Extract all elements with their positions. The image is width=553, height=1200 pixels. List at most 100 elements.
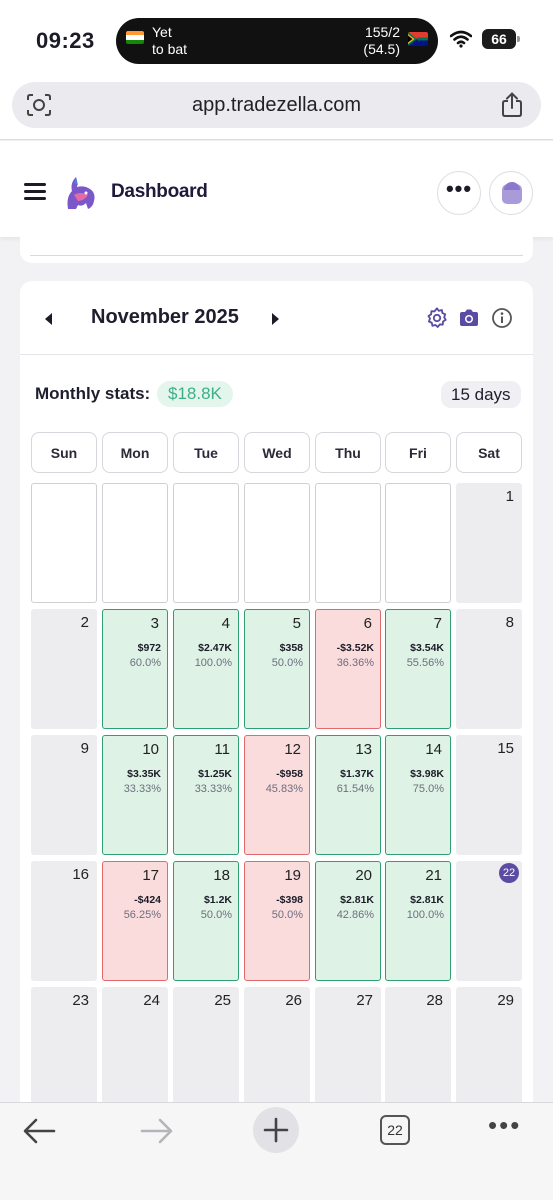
app-header: Dashboard ••• [0, 141, 553, 237]
day-pnl: $2.47K [198, 642, 232, 654]
trading-days-badge: 15 days [441, 381, 521, 408]
day-pnl: $3.54K [410, 642, 444, 654]
user-icon [502, 182, 522, 204]
monthly-stats-value: $18.8K [157, 381, 233, 407]
day-win-rate: 61.54% [336, 783, 374, 795]
calendar-day-cell[interactable]: 5 $358 50.0% [244, 609, 310, 729]
share-icon[interactable] [501, 92, 523, 118]
calendar-day-cell[interactable]: 27 [315, 987, 381, 1107]
live-status-text: Yet to bat [152, 24, 188, 57]
calendar-day-cell[interactable]: 22 [456, 861, 522, 981]
day-number: 16 [72, 866, 89, 883]
day-pnl: $1.25K [198, 768, 232, 780]
page-tools-icon[interactable] [26, 93, 52, 117]
calendar-day-cell[interactable]: 21 $2.81K 100.0% [385, 861, 451, 981]
forward-arrow-icon[interactable] [140, 1117, 174, 1145]
url-text[interactable]: app.tradezella.com [192, 94, 361, 116]
day-number: 20 [355, 867, 372, 884]
day-number: 10 [142, 741, 159, 758]
calendar-empty-cell [315, 483, 381, 603]
hamburger-menu-icon[interactable] [24, 183, 46, 200]
day-number: 1 [505, 488, 514, 505]
calendar-day-cell[interactable]: 26 [244, 987, 310, 1107]
calendar-day-cell[interactable]: 8 [456, 609, 522, 729]
calendar-empty-cell [244, 483, 310, 603]
weekday-header: Sun [31, 432, 97, 473]
day-number: 4 [221, 615, 230, 632]
url-bar[interactable]: app.tradezella.com [12, 82, 541, 128]
calendar-day-cell[interactable]: 12 -$958 45.83% [244, 735, 310, 855]
month-title: November 2025 [91, 306, 239, 328]
today-day-number: 22 [499, 863, 519, 883]
day-win-rate: 100.0% [194, 657, 232, 669]
calendar-day-cell[interactable]: 17 -$424 56.25% [102, 861, 168, 981]
day-win-rate: 55.56% [406, 657, 444, 669]
calendar-day-cell[interactable]: 24 [102, 987, 168, 1107]
day-pnl: -$3.52K [336, 642, 374, 654]
info-icon[interactable] [491, 307, 513, 329]
day-number: 25 [214, 992, 231, 1009]
calendar-day-cell[interactable]: 11 $1.25K 33.33% [173, 735, 239, 855]
calendar-day-cell[interactable]: 2 [31, 609, 97, 729]
calendar-day-cell[interactable]: 10 $3.35K 33.33% [102, 735, 168, 855]
south-africa-flag-icon [408, 32, 428, 46]
day-number: 12 [284, 741, 301, 758]
weekday-header: Thu [315, 432, 381, 473]
calendar-day-cell[interactable]: 16 [31, 861, 97, 981]
day-win-rate: 33.33% [123, 783, 161, 795]
gear-icon[interactable] [426, 307, 448, 329]
calendar-day-cell[interactable]: 20 $2.81K 42.86% [315, 861, 381, 981]
camera-icon[interactable] [458, 308, 480, 328]
day-number: 8 [505, 614, 514, 631]
calendar-day-cell[interactable]: 7 $3.54K 55.56% [385, 609, 451, 729]
day-number: 17 [142, 867, 159, 884]
calendar-empty-cell [385, 483, 451, 603]
more-options-button[interactable]: ••• [437, 171, 481, 215]
calendar-day-cell[interactable]: 1 [456, 483, 522, 603]
avatar[interactable] [489, 171, 533, 215]
day-number: 6 [363, 615, 372, 632]
day-number: 2 [80, 614, 89, 631]
calendar-day-cell[interactable]: 18 $1.2K 50.0% [173, 861, 239, 981]
calendar-day-cell[interactable]: 15 [456, 735, 522, 855]
tabs-count-button[interactable]: 22 [380, 1115, 410, 1145]
day-number: 27 [356, 992, 373, 1009]
calendar-day-cell[interactable]: 3 $972 60.0% [102, 609, 168, 729]
status-bar: 09:23 Yet to bat 155/2 (54.5) 66 [0, 0, 553, 80]
weekday-header: Mon [102, 432, 168, 473]
day-win-rate: 50.0% [271, 909, 303, 921]
day-number: 28 [426, 992, 443, 1009]
calendar-day-cell[interactable]: 19 -$398 50.0% [244, 861, 310, 981]
calendar-day-cell[interactable]: 29 [456, 987, 522, 1107]
calendar-day-cell[interactable]: 14 $3.98K 75.0% [385, 735, 451, 855]
next-month-button[interactable] [272, 313, 279, 325]
dynamic-island-live-score[interactable]: Yet to bat 155/2 (54.5) [116, 18, 438, 64]
calendar-day-cell[interactable]: 13 $1.37K 61.54% [315, 735, 381, 855]
day-pnl: $972 [137, 642, 161, 654]
day-pnl: $3.98K [410, 768, 444, 780]
day-pnl: -$958 [276, 768, 303, 780]
previous-widget-card [20, 237, 533, 263]
day-pnl: $1.37K [340, 768, 374, 780]
more-icon[interactable]: ••• [488, 1110, 522, 1140]
day-number: 9 [80, 740, 89, 757]
day-number: 13 [355, 741, 372, 758]
page-title: Dashboard [111, 181, 208, 202]
calendar-day-cell[interactable]: 25 [173, 987, 239, 1107]
calendar-day-cell[interactable]: 28 [385, 987, 451, 1107]
calendar-day-cell[interactable]: 23 [31, 987, 97, 1107]
day-pnl: -$398 [276, 894, 303, 906]
day-win-rate: 36.36% [336, 657, 374, 669]
calendar-day-cell[interactable]: 4 $2.47K 100.0% [173, 609, 239, 729]
calendar-day-cell[interactable]: 6 -$3.52K 36.36% [315, 609, 381, 729]
previous-month-button[interactable] [45, 313, 52, 325]
day-number: 24 [143, 992, 160, 1009]
new-tab-button[interactable] [253, 1107, 299, 1153]
day-number: 14 [425, 741, 442, 758]
back-arrow-icon[interactable] [22, 1117, 56, 1145]
day-win-rate: 56.25% [123, 909, 161, 921]
calendar-empty-cell [31, 483, 97, 603]
day-number: 11 [214, 741, 230, 758]
day-number: 7 [433, 615, 442, 632]
calendar-day-cell[interactable]: 9 [31, 735, 97, 855]
